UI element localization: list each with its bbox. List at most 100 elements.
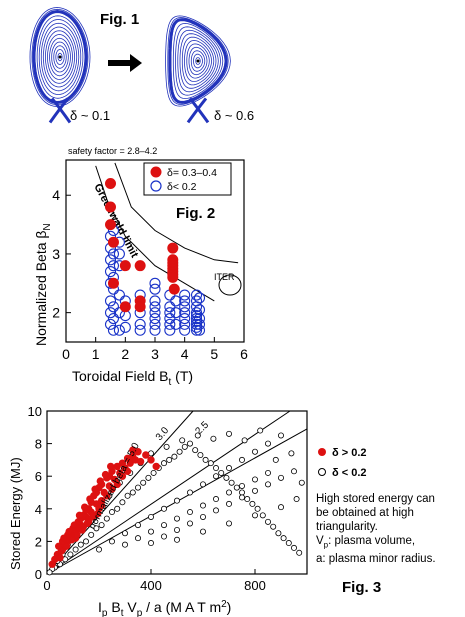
fig3-point-open bbox=[122, 530, 129, 537]
fig3-point-open bbox=[72, 546, 79, 553]
fig3-point-open bbox=[298, 479, 305, 486]
flux-surface bbox=[177, 29, 219, 93]
fig2-point-open bbox=[193, 292, 206, 304]
fig2-point-filled bbox=[105, 219, 116, 231]
fig2-point-open bbox=[113, 248, 125, 260]
fig3-legend-open-marker bbox=[318, 468, 326, 476]
fig3-point-open bbox=[147, 528, 154, 535]
fig3-point-filled bbox=[94, 509, 102, 518]
flux-surface bbox=[36, 15, 84, 99]
fig2-point-open bbox=[107, 324, 120, 336]
fig3-point-open bbox=[194, 432, 201, 439]
fig2-point-open bbox=[149, 277, 161, 289]
fig3-point-open bbox=[210, 435, 217, 442]
fig2-point-open bbox=[190, 318, 203, 330]
fig3-point-filled bbox=[73, 531, 81, 539]
fig2-point-open bbox=[104, 318, 117, 330]
fig3-x-tick-label: 800 bbox=[244, 578, 266, 593]
fig2-limit-curve bbox=[114, 162, 239, 264]
fig2-point-open bbox=[107, 260, 120, 272]
magnetic-axis-dot bbox=[58, 55, 62, 59]
fig2-point-open bbox=[190, 289, 203, 301]
fig3-point-filled bbox=[123, 467, 132, 476]
fig2-point-open bbox=[104, 254, 117, 266]
fig2-point-filled bbox=[119, 301, 131, 313]
fig3-y-tick-label: 6 bbox=[35, 469, 42, 484]
fig3-point-open bbox=[251, 476, 258, 483]
flux-surface bbox=[188, 46, 208, 76]
fig3-point-open bbox=[280, 535, 287, 542]
fig3-point-filled bbox=[56, 554, 64, 562]
flux-surface bbox=[32, 9, 88, 105]
fig3-point-open bbox=[259, 512, 266, 519]
fig3-point-filled bbox=[96, 477, 105, 485]
fig2-x-tick-label: 2 bbox=[121, 346, 129, 362]
fig3-point-filled bbox=[86, 495, 94, 503]
fig3-point-open bbox=[290, 468, 297, 475]
fig3-point-filled bbox=[81, 503, 89, 511]
fig2-point-filled bbox=[105, 177, 116, 189]
divertor-leg bbox=[186, 97, 208, 124]
fig3-point-filled bbox=[78, 526, 86, 534]
flux-surface bbox=[190, 50, 206, 72]
fig3-point-open bbox=[225, 489, 232, 496]
fig3-point-open bbox=[225, 520, 232, 527]
fig3-point-filled bbox=[88, 513, 97, 521]
flux-surface bbox=[55, 49, 65, 65]
fig3-point-open bbox=[93, 525, 100, 532]
fig3-point-open bbox=[109, 538, 116, 545]
fig3-legend-filled-marker bbox=[318, 448, 326, 456]
fig3-point-open bbox=[264, 481, 271, 488]
fig3-point-open bbox=[290, 544, 297, 551]
fig3-point-open bbox=[251, 448, 258, 455]
fig3-title: Fig. 3 bbox=[342, 579, 381, 596]
fig2-title: Fig. 2 bbox=[176, 205, 215, 222]
fig2-point-open bbox=[170, 295, 182, 307]
fig2-point-open bbox=[179, 289, 191, 301]
fig2-point-open bbox=[149, 312, 161, 325]
flux-surface bbox=[29, 7, 91, 107]
fig2-point-filled bbox=[167, 242, 179, 254]
flux-surface bbox=[44, 30, 76, 84]
fig2-x-tick-label: 5 bbox=[210, 346, 218, 362]
fig3-point-open bbox=[199, 528, 206, 535]
fig3-point-open bbox=[103, 515, 110, 522]
fig3-point-filled bbox=[107, 462, 115, 471]
fig2-y-tick-label: 2 bbox=[52, 305, 60, 321]
flux-surface bbox=[40, 22, 80, 92]
magnetic-axis-dot bbox=[196, 59, 200, 63]
fig2-point-filled bbox=[107, 277, 119, 289]
fig2-point-filled bbox=[168, 283, 180, 295]
fig3-plot-frame bbox=[46, 410, 308, 575]
fig3-x-tick-label: 400 bbox=[140, 578, 162, 593]
fig3-beta-label-3: 3.0 bbox=[154, 425, 172, 443]
fig3-point-filled bbox=[65, 527, 73, 536]
fig3-legend-item-0: δ > 0.2 bbox=[332, 447, 367, 459]
fig3-legend: δ > 0.2 δ < 0.2 bbox=[318, 447, 367, 479]
fig2-point-open bbox=[179, 295, 191, 307]
fig3-y-tick-label: 4 bbox=[35, 502, 42, 517]
fig2-point-open bbox=[149, 318, 161, 330]
fig3-point-open bbox=[67, 551, 74, 558]
flux-surface bbox=[51, 41, 69, 73]
fig3-point-open bbox=[277, 432, 284, 439]
flux-surface bbox=[167, 17, 229, 105]
fig2-legend-filled-marker bbox=[150, 166, 162, 178]
fig2-point-open bbox=[107, 312, 120, 325]
fig3-y-tick-label: 2 bbox=[35, 534, 42, 549]
fig2-y-tick-label: 3 bbox=[52, 246, 60, 262]
fig3-point-open bbox=[238, 482, 245, 489]
divertor-leg bbox=[48, 97, 70, 124]
fig3-point-open bbox=[212, 496, 219, 503]
fig2-x-tick-label: 4 bbox=[181, 346, 189, 362]
fig3-point-open bbox=[176, 448, 183, 455]
fig3-point-open bbox=[88, 531, 95, 538]
fig3-point-open bbox=[275, 530, 282, 537]
fig2-point-open bbox=[193, 324, 206, 336]
fig2-legend-item-0: δ= 0.3–0.4 bbox=[167, 167, 217, 179]
fig1-left-label: δ ~ 0.1 bbox=[70, 108, 110, 123]
note-line-3: triangularity. bbox=[316, 521, 378, 533]
fig2-point-open bbox=[134, 324, 146, 336]
flux-surface bbox=[47, 34, 73, 80]
fig3-point-open bbox=[228, 479, 235, 486]
